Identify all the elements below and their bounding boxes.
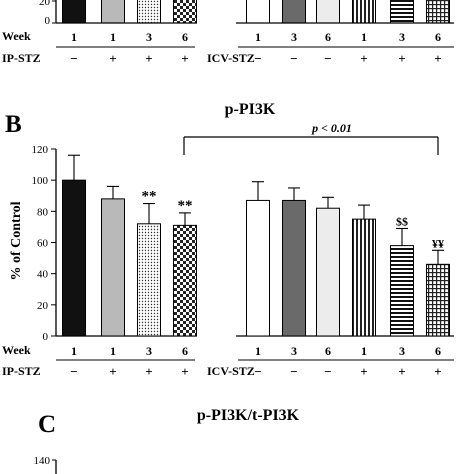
panel-a-treatment-sign: + xyxy=(181,51,188,66)
y-tick-label: 0 xyxy=(43,331,49,343)
panel-a-bar xyxy=(62,0,86,24)
p-value-annotation: p < 0.01 xyxy=(311,121,352,135)
panel-a-treatment-sign: − xyxy=(70,51,77,66)
panel-a-week-value: 6 xyxy=(325,30,331,44)
panel-b-ip-label: IP-STZ xyxy=(2,364,41,378)
panel-a-bar xyxy=(352,0,376,24)
panel-a-week-value: 3 xyxy=(399,30,405,44)
panel-b-week-value: 1 xyxy=(110,344,116,358)
panel-a-treatment-sign: + xyxy=(360,51,367,66)
panel-a-treatment-sign: − xyxy=(254,51,261,66)
panel-c-ytick-140: 140 xyxy=(34,455,51,467)
y-tick-label: 100 xyxy=(32,175,49,187)
panel-a-bar xyxy=(101,0,125,24)
panel-c-partial: C p-PI3K/t-PI3K 140 xyxy=(34,407,300,474)
panel-c-title: p-PI3K/t-PI3K xyxy=(197,407,300,424)
significance-bracket xyxy=(183,136,439,155)
panel-a-bar xyxy=(316,0,340,24)
panel-a-treatment-sign: + xyxy=(398,51,405,66)
panel-a-treatment-sign: − xyxy=(290,51,297,66)
panel-a-week-value: 3 xyxy=(291,30,297,44)
panel-a-week-value: 1 xyxy=(361,30,367,44)
panel-a-week-value: 6 xyxy=(182,30,188,44)
panel-b-week-value: 3 xyxy=(146,344,152,358)
panel-b-treatment-sign: + xyxy=(109,364,116,379)
panel-a-week-value: 3 xyxy=(146,30,152,44)
panel-b-treatment-sign: − xyxy=(324,364,331,379)
panel-a-week-value: 1 xyxy=(71,30,77,44)
bar xyxy=(352,218,376,337)
panel-b-week-value: 6 xyxy=(435,344,441,358)
panel-b-treatment-sign: − xyxy=(290,364,297,379)
panel-b-treatment-sign: + xyxy=(360,364,367,379)
bar xyxy=(246,199,270,337)
y-tick-label: 40 xyxy=(37,269,49,281)
panel-a-bar xyxy=(137,0,161,24)
panel-b-treatment-sign: − xyxy=(254,364,261,379)
panel-a-bar xyxy=(246,0,270,24)
significance-label: ** xyxy=(178,198,193,214)
panel-a-week-value: 1 xyxy=(110,30,116,44)
panel-b-week-value: 3 xyxy=(291,344,297,358)
panel-a-ytick-0: 0 xyxy=(45,15,51,27)
panel-a-week-value: 6 xyxy=(435,30,441,44)
panel-b-treatment-sign: + xyxy=(181,364,188,379)
panel-b-treatment-sign: + xyxy=(434,364,441,379)
panel-a-treatment-sign: + xyxy=(109,51,116,66)
panel-b: B p-PI3K % of Control 0 20 40 60 80 100 120 **… xyxy=(2,101,454,379)
bar xyxy=(390,245,414,337)
panel-b-week-value: 1 xyxy=(255,344,261,358)
significance-label: ** xyxy=(142,189,157,205)
panel-a-icv-label: ICV-STZ xyxy=(207,51,255,65)
bar xyxy=(62,179,86,337)
panel-a-treatment-sign: + xyxy=(434,51,441,66)
y-tick-label: 20 xyxy=(37,300,49,312)
panel-b-treatment-sign: + xyxy=(145,364,152,379)
panel-a-partial: 20 0 Week 1 1 3 6 1 3 6 1 3 6 IP-STZ ICV-STZ − + + +… xyxy=(2,0,454,66)
panel-a-treatment-sign: + xyxy=(145,51,152,66)
panel-a-ytick-20: 20 xyxy=(39,0,51,8)
panel-b-week-value: 6 xyxy=(182,344,188,358)
panel-b-icv-label: ICV-STZ xyxy=(207,364,255,378)
bar xyxy=(426,263,450,337)
panel-a-bar xyxy=(282,0,306,24)
panel-b-treatment-sign: − xyxy=(70,364,77,379)
bar xyxy=(173,224,197,337)
bar xyxy=(101,198,125,337)
panel-b-title: p-PI3K xyxy=(225,101,276,118)
panel-b-week-value: 1 xyxy=(361,344,367,358)
panel-a-bar xyxy=(173,0,197,24)
y-tick-label: 60 xyxy=(37,238,49,250)
y-tick-label: 80 xyxy=(37,206,49,218)
panel-b-letter: B xyxy=(5,111,22,138)
panel-a-ip-label: IP-STZ xyxy=(2,51,41,65)
panel-a-treatment-sign: − xyxy=(324,51,331,66)
panel-b-treatment-sign: + xyxy=(398,364,405,379)
panel-c-letter: C xyxy=(38,411,56,438)
significance-label: ¥¥ xyxy=(432,236,444,250)
bar xyxy=(316,207,340,337)
panel-b-week-value: 3 xyxy=(399,344,405,358)
panel-a-week-value: 1 xyxy=(255,30,261,44)
panel-b-week-value: 6 xyxy=(325,344,331,358)
panel-b-week-value: 1 xyxy=(71,344,77,358)
panel-b-week-label: Week xyxy=(2,343,31,357)
panel-a-bar xyxy=(390,0,414,24)
bar xyxy=(282,199,306,337)
significance-label: $$ xyxy=(396,214,408,228)
panel-b-ylabel: % of Control xyxy=(9,201,24,280)
bar xyxy=(137,223,161,337)
y-tick-label: 120 xyxy=(32,144,49,156)
panel-a-bar xyxy=(426,0,450,24)
panel-a-week-label: Week xyxy=(2,29,31,43)
